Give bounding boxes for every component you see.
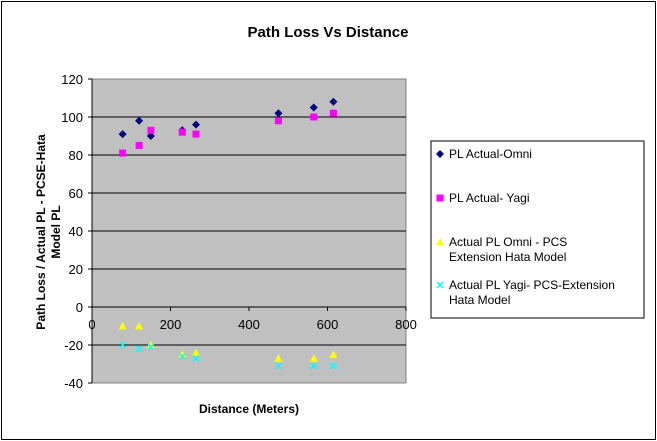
data-point-series-2 bbox=[135, 142, 143, 149]
legend-marker-2 bbox=[436, 194, 444, 202]
data-point-series-1 bbox=[192, 120, 201, 129]
y-tick-label: 100 bbox=[61, 110, 83, 125]
legend-entry-1: PL Actual-Omni bbox=[436, 147, 532, 161]
data-point-series-1 bbox=[146, 132, 155, 140]
data-point-series-2 bbox=[310, 113, 318, 121]
legend-marker-3 bbox=[436, 238, 444, 246]
y-tick-label: 60 bbox=[69, 186, 83, 201]
data-point-series-4 bbox=[329, 362, 337, 370]
data-point-series-3 bbox=[309, 354, 318, 362]
legend-marker-4 bbox=[436, 281, 444, 289]
y-axis-title: Path Loss / Actual PL - PCSE-Hata Model … bbox=[34, 134, 63, 330]
data-point-series-4 bbox=[135, 345, 143, 353]
x-tick-label: 400 bbox=[238, 317, 260, 332]
data-point-series-2 bbox=[274, 117, 282, 125]
x-axis-title: Distance (Meters) bbox=[199, 402, 299, 416]
data-point-series-3 bbox=[192, 348, 201, 357]
data-point-series-3 bbox=[274, 354, 283, 362]
y-tick-label: -40 bbox=[64, 376, 83, 391]
data-point-series-4 bbox=[147, 343, 155, 351]
data-point-series-2 bbox=[119, 149, 127, 157]
y-axis-title-line-1: Path Loss / Actual PL - PCSE-Hata bbox=[34, 134, 48, 330]
data-point-series-4 bbox=[119, 341, 127, 349]
y-tick-label: -20 bbox=[64, 338, 83, 353]
data-points bbox=[118, 97, 338, 370]
data-point-series-4 bbox=[192, 354, 200, 362]
legend-label: Actual PL Omni - PCS bbox=[449, 235, 567, 249]
y-tick-label: 40 bbox=[69, 224, 83, 239]
legend-label: PL Actual-Omni bbox=[449, 147, 532, 161]
y-tick-label: 120 bbox=[61, 72, 83, 87]
legend-label: PL Actual- Yagi bbox=[449, 191, 530, 205]
data-point-series-1 bbox=[135, 116, 144, 125]
y-tick-label: 0 bbox=[76, 300, 83, 315]
data-point-series-3 bbox=[146, 341, 155, 349]
y-tick-label: 80 bbox=[69, 148, 83, 163]
data-point-series-4 bbox=[274, 362, 282, 370]
x-tick-label: 800 bbox=[395, 317, 417, 332]
data-point-series-2 bbox=[178, 128, 186, 136]
x-tick-label: 600 bbox=[317, 317, 339, 332]
legend-entries: PL Actual-Omni PL Actual- Yagi Actual PL O… bbox=[436, 147, 615, 307]
data-point-series-2 bbox=[147, 126, 155, 134]
data-point-series-3 bbox=[118, 322, 127, 330]
chart-title: Path Loss Vs Distance bbox=[248, 24, 409, 41]
data-point-series-3 bbox=[135, 322, 144, 330]
data-point-series-1 bbox=[118, 130, 127, 139]
legend-label: Hata Model bbox=[449, 293, 510, 307]
data-point-series-1 bbox=[274, 109, 283, 118]
data-point-series-2 bbox=[192, 130, 200, 138]
data-point-series-4 bbox=[310, 362, 318, 370]
x-tick-label: 200 bbox=[160, 317, 182, 332]
y-tick-label: 20 bbox=[69, 262, 83, 277]
data-point-series-1 bbox=[329, 97, 338, 106]
y-axis-title-line-2: Model PL bbox=[49, 205, 63, 258]
axes bbox=[88, 78, 407, 384]
tick-labels: -40 -20 0 20 40 60 80 100 120 0 200 400 600 800 bbox=[61, 72, 417, 391]
legend-entry-2: PL Actual- Yagi bbox=[436, 191, 530, 205]
legend-label: Actual PL Yagi- PCS-Extension bbox=[449, 278, 615, 292]
legend-marker-1 bbox=[436, 150, 444, 158]
legend bbox=[430, 140, 645, 319]
data-point-series-1 bbox=[309, 103, 318, 112]
data-point-series-3 bbox=[178, 350, 187, 358]
data-point-series-2 bbox=[329, 109, 337, 117]
legend-label: Extension Hata Model bbox=[449, 250, 566, 264]
data-point-series-3 bbox=[329, 350, 338, 358]
data-point-series-4 bbox=[178, 352, 186, 360]
x-tick-label: 0 bbox=[88, 317, 95, 332]
